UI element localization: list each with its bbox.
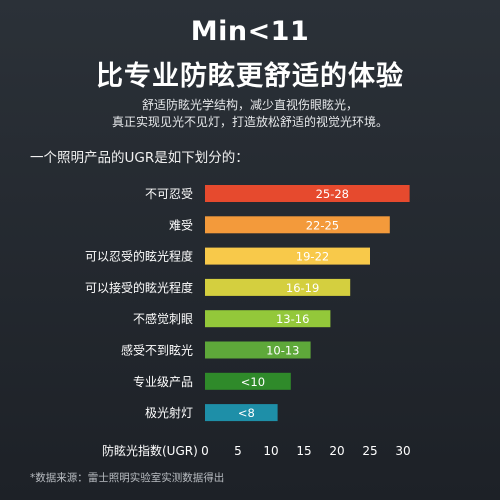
x-tick-label-3: 15 bbox=[296, 444, 311, 458]
x-tick-label-6: 30 bbox=[395, 444, 410, 458]
bar-data-label-6: <10 bbox=[241, 375, 265, 389]
x-tick-label-1: 5 bbox=[234, 444, 242, 458]
x-axis-title: 防眩光指数(UGR) bbox=[102, 443, 198, 458]
x-tick-label-5: 25 bbox=[362, 444, 377, 458]
bar-1 bbox=[205, 216, 390, 234]
bar-3 bbox=[205, 278, 351, 296]
category-label-1: 难受 bbox=[169, 218, 193, 232]
description-line-1: 舒适防眩光学结构，减少直视伤眼眩光， bbox=[141, 98, 358, 112]
category-label-0: 不可忍受 bbox=[145, 187, 193, 201]
bar-data-label-0: 25-28 bbox=[316, 187, 349, 201]
bar-data-label-4: 13-16 bbox=[276, 312, 309, 326]
bar-0 bbox=[205, 185, 410, 202]
bar-7 bbox=[205, 404, 278, 422]
chart-subheading: 一个照明产品的UGR是如下划分的： bbox=[30, 150, 249, 166]
description-line-2: 真正实现见光不见灯，打造放松舒适的视觉光环境。 bbox=[111, 115, 388, 129]
bar-data-label-2: 19-22 bbox=[296, 250, 329, 264]
x-tick-label-2: 10 bbox=[263, 444, 278, 458]
category-label-2: 可以忍受的眩光程度 bbox=[85, 249, 193, 264]
bar-4 bbox=[205, 310, 331, 328]
x-tick-label-0: 0 bbox=[201, 444, 209, 458]
title-line-1: Min<11 bbox=[190, 16, 310, 47]
bar-2 bbox=[205, 247, 370, 265]
category-label-3: 可以接受的眩光程度 bbox=[85, 280, 193, 295]
footnote: *数据来源：雷士照明实验室实测数据得出 bbox=[30, 472, 225, 484]
category-label-7: 极光射灯 bbox=[145, 405, 193, 420]
bar-data-label-7: <8 bbox=[238, 406, 255, 420]
category-label-4: 不感觉刺眼 bbox=[133, 311, 193, 326]
bar-data-label-3: 16-19 bbox=[286, 281, 319, 295]
bar-5 bbox=[205, 341, 311, 359]
x-tick-label-4: 20 bbox=[329, 444, 344, 458]
bar-data-label-5: 10-13 bbox=[266, 344, 299, 358]
bar-6 bbox=[205, 372, 291, 390]
title-line-2: 比专业防眩更舒适的体验 bbox=[96, 61, 404, 92]
bar-data-label-1: 22-25 bbox=[306, 218, 339, 232]
category-label-5: 感受不到眩光 bbox=[121, 343, 193, 358]
category-label-6: 专业级产品 bbox=[133, 374, 193, 389]
